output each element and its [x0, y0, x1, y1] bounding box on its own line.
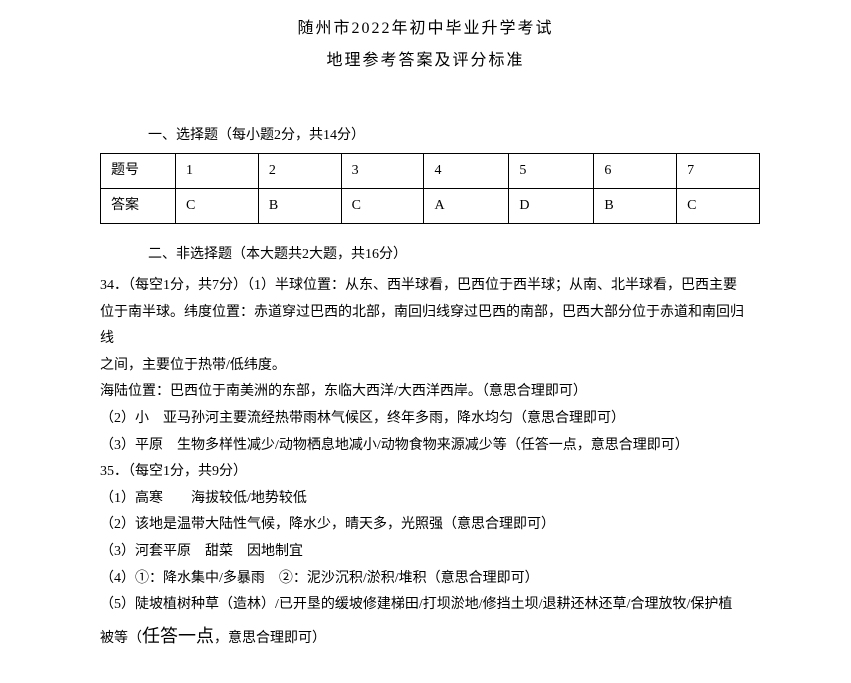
col-number: 7 — [677, 154, 760, 189]
section1-heading: 一、选择题（每小题2分，共14分） — [148, 123, 751, 150]
q35-line6b-big: 任答一点 — [142, 626, 214, 646]
q35-line6a: （5）陡坡植树种草（造林）/已开垦的缓坡修建梯田/打坝淤地/修挡土坝/退耕还林还… — [100, 592, 751, 619]
q35-line1: 35．（每空1分，共9分） — [100, 459, 751, 486]
q34-line1: 34．（每空1分，共7分）（1）半球位置：从东、西半球看，巴西位于西半球；从南、… — [100, 273, 751, 300]
q35-line5: （4）①：降水集中/多暴雨 ②：泥沙沉积/淤积/堆积（意思合理即可） — [100, 566, 751, 593]
doc-title-line1: 随州市2022年初中毕业升学考试 — [0, 14, 851, 44]
q34-line6: （3）平原 生物多样性减少/动物栖息地减小/动物食物来源减少等（任答一点，意思合… — [100, 433, 751, 460]
q34-line4: 海陆位置：巴西位于南美洲的东部，东临大西洋/大西洋西岸。（意思合理即可） — [100, 379, 751, 406]
col-number: 2 — [258, 154, 341, 189]
q34-line2: 位于南半球。纬度位置：赤道穿过巴西的北部，南回归线穿过巴西的南部，巴西大部分位于… — [100, 300, 751, 353]
q35-line4: （3）河套平原 甜菜 因地制宜 — [100, 539, 751, 566]
answer-cell: C — [176, 189, 259, 224]
content-area: 一、选择题（每小题2分，共14分） 题号 1 2 3 4 5 6 7 答案 C … — [0, 123, 851, 653]
answer-cell: B — [594, 189, 677, 224]
q35-line6b-prefix: 被等（ — [100, 631, 142, 646]
answer-cell: D — [509, 189, 594, 224]
doc-title-line2: 地理参考答案及评分标准 — [0, 46, 851, 76]
col-number: 3 — [341, 154, 424, 189]
col-number: 5 — [509, 154, 594, 189]
answer-cell: C — [341, 189, 424, 224]
q35-line3: （2）该地是温带大陆性气候，降水少，晴天多，光照强（意思合理即可） — [100, 512, 751, 539]
answer-cell: C — [677, 189, 760, 224]
answer-cell: A — [424, 189, 509, 224]
document-page: 随州市2022年初中毕业升学考试 地理参考答案及评分标准 一、选择题（每小题2分… — [0, 0, 851, 683]
col-number: 4 — [424, 154, 509, 189]
row-header-answer: 答案 — [101, 189, 176, 224]
q34-line3: 之间，主要位于热带/低纬度。 — [100, 353, 751, 380]
table-row: 答案 C B C A D B C — [101, 189, 760, 224]
col-number: 1 — [176, 154, 259, 189]
row-header-number: 题号 — [101, 154, 176, 189]
col-number: 6 — [594, 154, 677, 189]
q35-line6b: 被等（任答一点，意思合理即可） — [100, 619, 751, 653]
q34-line5: （2）小 亚马孙河主要流经热带雨林气候区，终年多雨，降水均匀（意思合理即可） — [100, 406, 751, 433]
q35-line6b-suffix: ，意思合理即可） — [214, 631, 326, 646]
section2-heading: 二、非选择题（本大题共2大题，共16分） — [148, 242, 751, 269]
table-row: 题号 1 2 3 4 5 6 7 — [101, 154, 760, 189]
answers-table: 题号 1 2 3 4 5 6 7 答案 C B C A D B C — [100, 153, 760, 224]
q35-line2: （1）高寒 海拔较低/地势较低 — [100, 486, 751, 513]
answer-cell: B — [258, 189, 341, 224]
